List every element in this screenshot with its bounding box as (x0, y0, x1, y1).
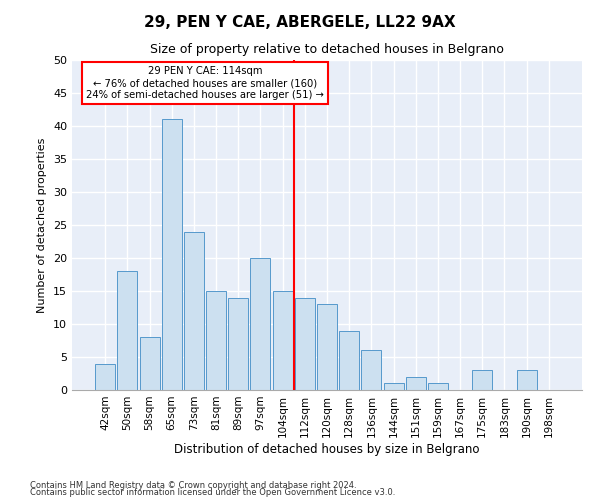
Bar (295, 298, 315, 390)
Bar (472, 370, 492, 390)
Text: 29 PEN Y CAE: 114sqm
← 76% of detached houses are smaller (160)
24% of semi-deta: 29 PEN Y CAE: 114sqm ← 76% of detached h… (86, 66, 324, 100)
Text: Contains HM Land Registry data © Crown copyright and database right 2024.: Contains HM Land Registry data © Crown c… (30, 480, 356, 490)
Bar (272, 291, 293, 390)
Bar (517, 370, 536, 390)
Text: Contains public sector information licensed under the Open Government Licence v3: Contains public sector information licen… (30, 488, 395, 497)
Title: Size of property relative to detached houses in Belgrano: Size of property relative to detached ho… (150, 43, 504, 56)
Bar (383, 384, 404, 390)
Bar (118, 271, 137, 390)
Bar (228, 298, 248, 390)
X-axis label: Distribution of detached houses by size in Belgrano: Distribution of detached houses by size … (174, 442, 480, 456)
Y-axis label: Number of detached properties: Number of detached properties (37, 138, 47, 312)
Bar (339, 330, 359, 390)
Text: 29, PEN Y CAE, ABERGELE, LL22 9AX: 29, PEN Y CAE, ABERGELE, LL22 9AX (144, 15, 456, 30)
Bar (206, 291, 226, 390)
Bar (406, 377, 426, 390)
Bar (428, 384, 448, 390)
Bar (95, 364, 115, 390)
Bar (361, 350, 382, 390)
Bar (317, 304, 337, 390)
Bar (162, 120, 182, 390)
Bar (250, 258, 271, 390)
Bar (140, 337, 160, 390)
Bar (184, 232, 204, 390)
